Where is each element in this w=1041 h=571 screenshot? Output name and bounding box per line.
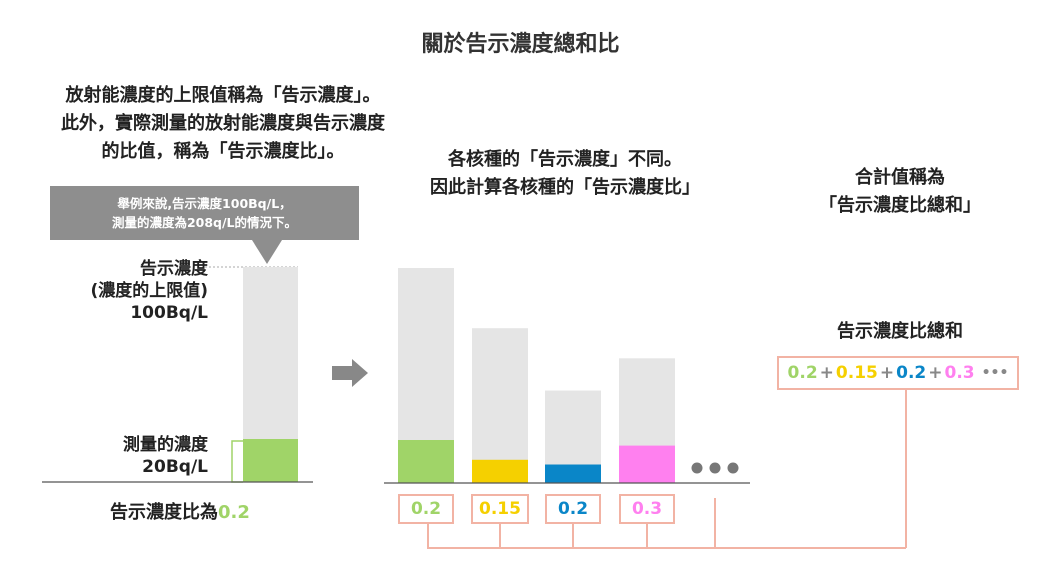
ratio-box: 0.3 [619, 494, 675, 524]
sum-term: 0.3 [944, 363, 975, 383]
nuclide-bars [398, 268, 675, 483]
plus-sign: + [879, 363, 895, 383]
ratio-caption: 告示濃度比為0.2 [110, 498, 250, 524]
nuclide-measured-bar [619, 445, 675, 483]
sum-term: 0.15 [835, 363, 878, 383]
callout-pointer [252, 240, 282, 264]
ratio-box: 0.15 [471, 494, 529, 524]
right-heading: 合計值稱為 「告示濃度比總和」 [819, 167, 981, 216]
nuclide-measured-bar [398, 440, 454, 483]
sum-term: 0.2 [787, 363, 818, 383]
ratio-caption-value: 0.2 [218, 502, 250, 523]
limit-concentration-label: 告示濃度 (濃度的上限值) 100Bq/L [90, 259, 208, 323]
arrow-icon [332, 359, 368, 387]
measured-concentration-label: 測量的濃度 20Bq/L [123, 435, 208, 477]
page-title: 關於告示濃度總和比 [421, 32, 620, 57]
plus-sign: + [928, 363, 943, 383]
sum-expression: 0.2 + 0.15 + 0.2 + 0.3 ••• [777, 356, 1019, 390]
callout-line: 測量的濃度為208q/L的情況下。 [111, 215, 298, 230]
ellipsis: ••• [981, 365, 1009, 381]
ratio-box: 0.2 [545, 494, 601, 524]
plus-sign: + [819, 363, 834, 383]
intro-text: 放射能濃度的上限值稱為「告示濃度」。 此外，實際測量的放射能濃度與告示濃度 的比… [18, 82, 428, 166]
nuclide-measured-bar [472, 459, 528, 483]
example-callout: 舉例來說,告示濃度100Bq/L， 測量的濃度為208q/L的情況下。 [50, 186, 359, 240]
connector-lines [427, 390, 907, 549]
ellipsis-dots-icon [691, 462, 739, 474]
nuclide-measured-bar [545, 464, 601, 483]
callout-line: 舉例來說,告示濃度100Bq/L， [117, 196, 292, 211]
intro-line: 的比值，稱為「告示濃度比」。 [101, 141, 345, 162]
intro-line: 此外，實際測量的放射能濃度與告示濃度 [61, 113, 385, 134]
measured-bracket [231, 440, 243, 483]
measured-bar [243, 439, 298, 482]
nuclide-limit-bar [472, 328, 528, 483]
ratio-box: 0.2 [398, 494, 454, 524]
ratio-caption-text: 告示濃度比為 [110, 502, 218, 523]
middle-heading: 各核種的「告示濃度」不同。 因此計算各核種的「告示濃度比」 [430, 149, 700, 198]
intro-line: 放射能濃度的上限值稱為「告示濃度」。 [65, 85, 381, 106]
sum-label: 告示濃度比總和 [837, 321, 963, 342]
sum-term: 0.2 [896, 363, 927, 383]
